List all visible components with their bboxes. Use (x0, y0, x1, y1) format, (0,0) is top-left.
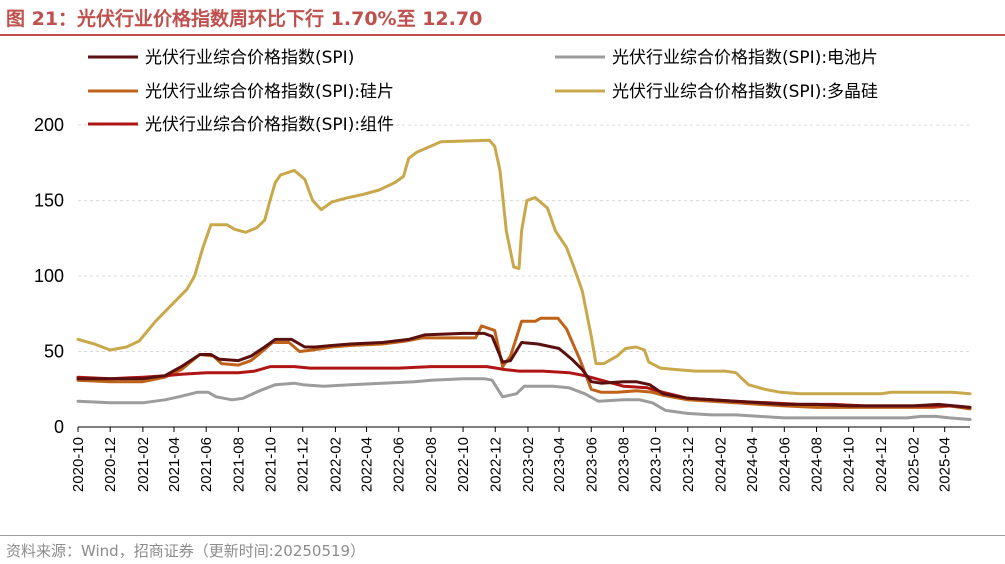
x-tick-label: 2021-12 (295, 437, 312, 492)
x-tick-label: 2021-04 (166, 437, 183, 492)
legend-label: 光伏行业综合价格指数(SPI):电池片 (612, 48, 878, 68)
x-tick-label: 2024-12 (873, 437, 890, 492)
y-tick-label: 50 (44, 342, 64, 362)
source-note: 资料来源：Wind，招商证券（更新时间:20250519） (6, 542, 366, 560)
x-tick-label: 2021-08 (230, 437, 247, 492)
series-lines (76, 138, 972, 421)
title-divider (0, 34, 1005, 36)
chart-title: 图 21：光伏行业价格指数周环比下行 1.70%至 12.70 (6, 8, 483, 30)
gridlines (78, 124, 970, 353)
x-tick-label: 2022-08 (423, 437, 440, 492)
x-tick-label: 2023-12 (680, 437, 697, 492)
legend-label: 光伏行业综合价格指数(SPI) (145, 48, 354, 68)
x-tick-label: 2024-04 (744, 437, 761, 492)
x-tick-label: 2022-12 (487, 437, 504, 492)
series-line (76, 331, 972, 409)
x-tick-label: 2025-04 (937, 437, 954, 492)
x-tick-label: 2020-10 (70, 437, 87, 492)
x-axis: 2020-10 2020-12 2021-02 2021-04 2021-06 2021-… (70, 426, 970, 492)
legend-label: 光伏行业综合价格指数(SPI):多晶硅 (612, 82, 878, 102)
x-tick-label: 2023-10 (648, 437, 665, 492)
x-tick-label: 2023-06 (583, 437, 600, 492)
x-tick-label: 2023-04 (551, 437, 568, 492)
x-tick-label: 2022-04 (359, 437, 376, 492)
x-tick-label: 2024-08 (808, 437, 825, 492)
x-tick-label: 2025-02 (906, 437, 923, 492)
x-tick-label: 2022-06 (391, 437, 408, 492)
y-tick-label: 200 (34, 115, 64, 135)
series-line (76, 377, 972, 421)
x-tick-label: 2024-06 (776, 437, 793, 492)
x-tick-label: 2021-10 (263, 437, 280, 492)
x-tick-label: 2022-02 (327, 437, 344, 492)
x-tick-label: 2024-02 (712, 437, 729, 492)
y-tick-label: 0 (54, 417, 64, 437)
x-tick-label: 2023-08 (615, 437, 632, 492)
legend: 光伏行业综合价格指数(SPI) 光伏行业综合价格指数(SPI):电池片光伏行业综合… (88, 48, 878, 135)
y-tick-label: 100 (34, 266, 64, 286)
x-tick-label: 2022-10 (455, 437, 472, 492)
x-tick-label: 2021-02 (135, 437, 152, 492)
x-tick-label: 2021-06 (198, 437, 215, 492)
series-line (76, 138, 972, 396)
source-divider (0, 535, 1005, 536)
legend-label: 光伏行业综合价格指数(SPI):组件 (145, 115, 394, 135)
y-tick-label: 150 (34, 191, 64, 211)
x-tick-label: 2023-02 (520, 437, 537, 492)
y-axis: 0 50 100 150 200 (34, 115, 64, 437)
x-tick-label: 2024-10 (841, 437, 858, 492)
x-tick-label: 2020-12 (102, 437, 119, 492)
legend-label: 光伏行业综合价格指数(SPI):硅片 (145, 82, 394, 102)
